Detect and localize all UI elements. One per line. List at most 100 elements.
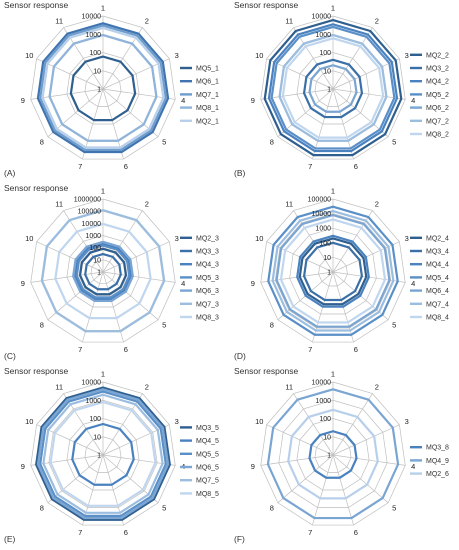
legend-label: MQ8_5: [196, 491, 219, 498]
grid-spoke: [332, 424, 400, 456]
axis-label: 3: [405, 234, 409, 243]
tick-label: 1000: [85, 233, 101, 240]
series-line-MQ4_5: [71, 422, 135, 486]
axis-label: 8: [40, 138, 44, 147]
tick-label: 1: [97, 453, 101, 460]
legend-label: MQ2_1: [196, 118, 219, 125]
tick-label: 100: [319, 50, 331, 57]
radar-chart-b: 1101001000100001234567891011MQ2_2MQ3_2MQ…: [251, 4, 449, 172]
grid-ring: [84, 436, 122, 473]
axis-label: 9: [251, 462, 255, 471]
axis-label: 11: [285, 382, 293, 391]
legend-label: MQ7_2: [426, 118, 449, 125]
legend-label: MQ2_3: [196, 235, 219, 242]
axis-label: 3: [175, 417, 179, 426]
tick-label: 1000: [85, 32, 101, 39]
grid-ring: [30, 15, 176, 160]
tick-label: 10: [93, 68, 101, 75]
legend-label: MQ3_5: [196, 425, 219, 432]
axis-label: 5: [392, 504, 396, 513]
axis-label: 7: [78, 162, 82, 171]
panel-label: (A): [4, 168, 16, 178]
axis-label: 3: [405, 51, 409, 60]
series-line-MQ8_1: [48, 33, 158, 142]
chart-title: Sensor response: [4, 366, 69, 376]
grid-spoke: [332, 454, 354, 526]
legend-label: MQ4_3: [196, 262, 219, 269]
grid-spoke: [332, 454, 406, 466]
grid-spoke: [332, 88, 354, 160]
grid-spoke: [277, 454, 334, 504]
panel-label: (B): [234, 168, 246, 178]
radar-panel-f: Sensor response 1 10 100 1000 10000 1 2 3 4 5 6 7 8 9…: [230, 366, 459, 549]
tick-label: 1: [327, 453, 331, 460]
tick-label: 10000: [312, 14, 332, 21]
axis-label: 2: [375, 199, 379, 208]
chart-title: Sensor response: [4, 183, 69, 193]
grid-ring: [66, 52, 140, 125]
axis-label: 3: [175, 234, 179, 243]
axis-label: 4: [411, 462, 415, 471]
series-line-MQ2_2: [263, 18, 403, 157]
axis-label: 6: [124, 162, 128, 171]
grid-spoke: [332, 393, 373, 456]
legend-label: MQ4_2: [426, 79, 449, 86]
tick-label: 1000: [315, 226, 331, 233]
legend-label: MQ3_3: [196, 249, 219, 256]
axis-label: 1: [101, 370, 105, 379]
axis-label: 11: [55, 16, 63, 25]
legend-label: MQ5_3: [196, 275, 219, 282]
grid-spoke: [332, 58, 400, 90]
series-line-MQ4_9: [266, 388, 400, 520]
grid-ring: [66, 235, 140, 308]
series-line-MQ7_1: [39, 24, 167, 151]
legend-label: MQ5_5: [196, 451, 219, 458]
axis-label: 8: [270, 504, 274, 513]
series-line-MQ2_3: [78, 247, 128, 296]
axis-label: 9: [21, 462, 25, 471]
legend-label: MQ8_4: [426, 315, 449, 322]
grid-ring: [318, 257, 348, 287]
axis-label: 2: [145, 382, 149, 391]
series-line-MQ8_4: [279, 218, 387, 324]
grid-ring: [30, 198, 176, 343]
axis-label: 1: [101, 187, 105, 196]
series-line-MQ7_5: [42, 393, 164, 514]
axis-label: 1: [101, 4, 105, 13]
axis-label: 5: [392, 138, 396, 147]
legend-label: MQ4_5: [196, 438, 219, 445]
legend-label: MQ2_6: [426, 471, 449, 478]
series-line-MQ4_4: [296, 234, 370, 308]
grid-ring: [260, 198, 406, 343]
axis-label: 6: [354, 162, 358, 171]
legend-label: MQ7_5: [196, 478, 219, 485]
axis-label: 8: [40, 321, 44, 330]
series-line-MQ6_2: [308, 64, 358, 113]
grid-spoke: [260, 454, 334, 466]
series-line-MQ6_1: [36, 22, 170, 154]
grid-spoke: [332, 88, 389, 138]
tick-label: 1: [97, 270, 101, 277]
axis-label: 6: [124, 345, 128, 354]
axis-label: 9: [251, 279, 255, 288]
grid-spoke: [266, 424, 334, 456]
legend-label: MQ2_4: [426, 235, 449, 242]
axis-label: 4: [411, 279, 415, 288]
series-line-MQ6_4: [275, 213, 391, 328]
radar-panel-d: 1 10 100 1000 10000 100000 1 2 3 4 5 6 7 8 9 10 11 MQ2_4 M…: [230, 183, 459, 366]
tick-label: 1000000: [74, 197, 101, 204]
axis-label: 2: [145, 199, 149, 208]
legend-label: MQ4_4: [426, 262, 449, 269]
series-line-MQ5_1: [69, 55, 137, 122]
grid-spoke: [260, 88, 334, 100]
axis-label: 2: [375, 382, 379, 391]
grid-spoke: [312, 88, 334, 160]
legend-label: MQ3_2: [426, 66, 449, 73]
legend-label: MQ6_5: [196, 465, 219, 472]
axis-label: 11: [55, 199, 63, 208]
axis-label: 10: [25, 234, 33, 243]
axis-label: 10: [255, 51, 263, 60]
grid-ring: [90, 259, 116, 285]
chart-title: Sensor response: [4, 0, 69, 10]
tick-label: 10: [323, 255, 331, 262]
